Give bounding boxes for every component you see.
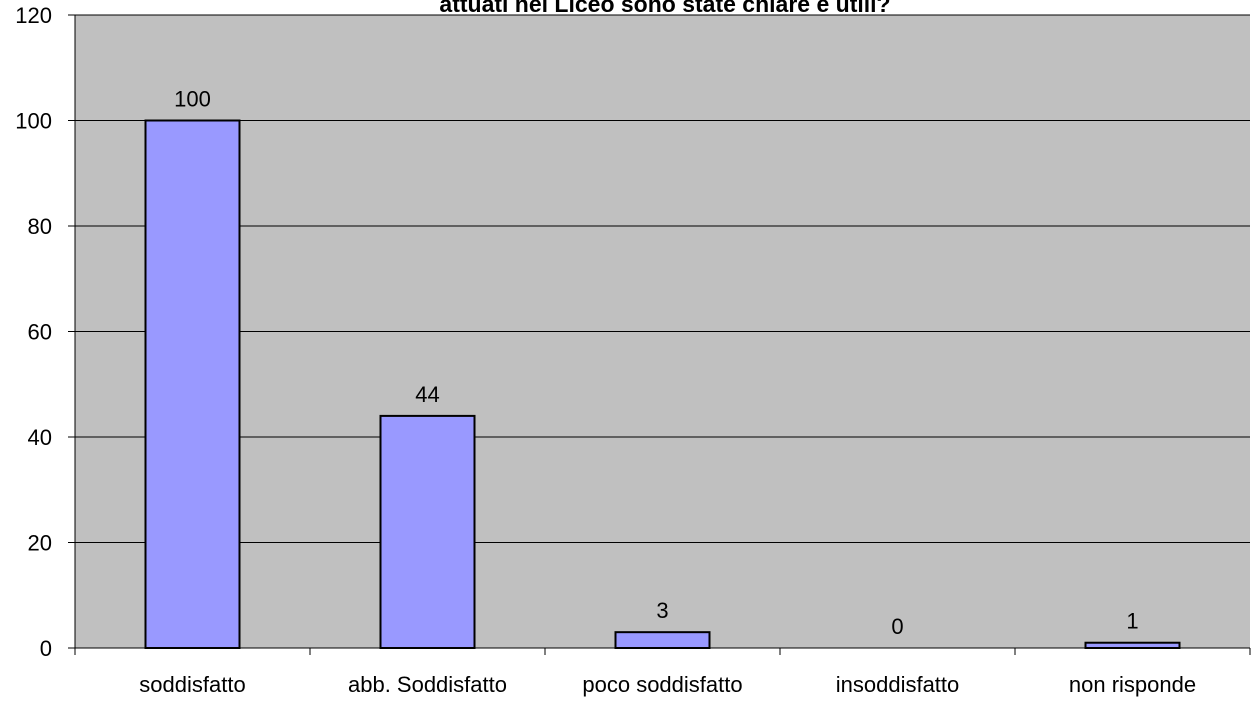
- y-tick-label: 20: [28, 531, 52, 556]
- y-tick-label: 80: [28, 214, 52, 239]
- x-category-label: non risponde: [1069, 672, 1196, 697]
- data-label: 1: [1126, 609, 1138, 634]
- y-tick-labels: 0 20 40 60 80 100 120: [15, 3, 52, 661]
- x-category-label: poco soddisfatto: [582, 672, 742, 697]
- y-tick-label: 60: [28, 320, 52, 345]
- bar: [144, 119, 241, 649]
- y-tick-label: 0: [40, 636, 52, 661]
- data-label: 44: [415, 382, 439, 407]
- x-category-labels: soddisfatto abb. Soddisfatto poco soddisfa…: [139, 672, 1196, 697]
- bars: [144, 119, 1181, 649]
- x-category-label: soddisfatto: [139, 672, 245, 697]
- data-label: 3: [656, 598, 668, 623]
- gridlines: [75, 14, 1250, 543]
- bar: [614, 631, 711, 649]
- data-label: 100: [174, 87, 211, 112]
- x-category-label: insoddisfatto: [836, 672, 960, 697]
- y-tick-label: 40: [28, 425, 52, 450]
- x-category-label: abb. Soddisfatto: [348, 672, 507, 697]
- bar: [1084, 641, 1181, 649]
- chart-title: attuati nel Liceo sono state chiare e ut…: [439, 0, 890, 17]
- data-label: 0: [891, 614, 903, 639]
- y-tick-label: 100: [15, 109, 52, 134]
- y-tick-label: 120: [15, 3, 52, 28]
- data-labels: 100 44 3 0 1: [174, 87, 1138, 640]
- axes: [68, 14, 1251, 655]
- bar: [379, 414, 476, 649]
